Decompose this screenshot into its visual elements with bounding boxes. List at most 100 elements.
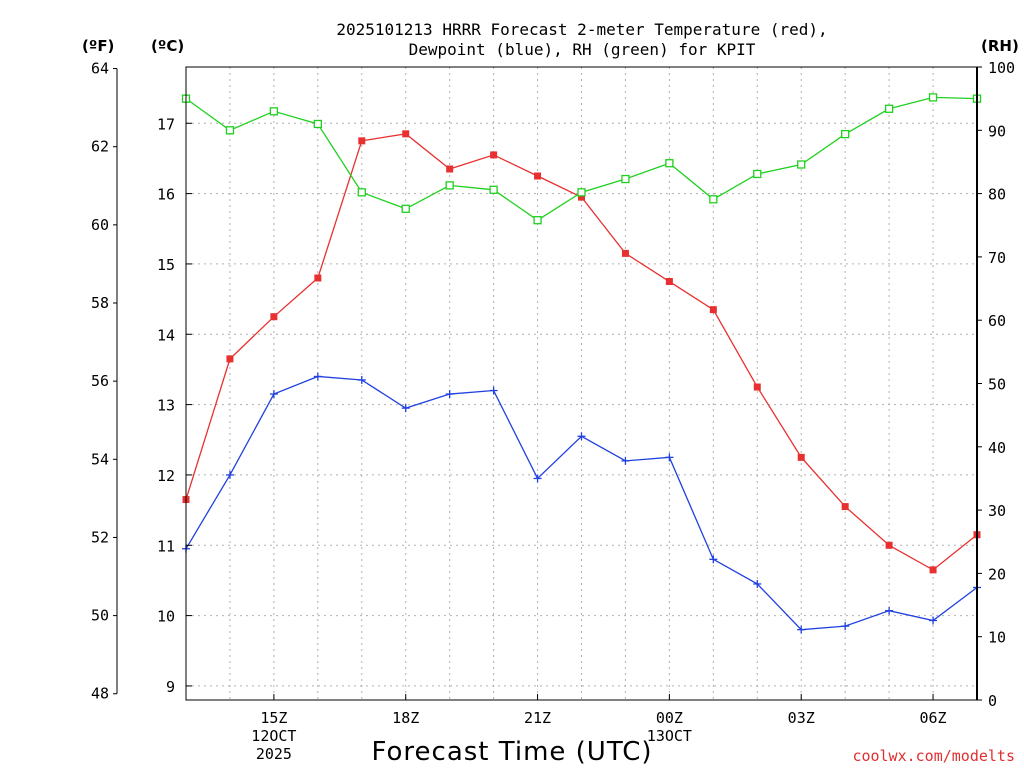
rh-point <box>533 216 542 225</box>
x-tick-date-label: 13OCT <box>647 727 692 745</box>
rh-point <box>928 93 938 102</box>
chart-title-line1: 2025101213 HRRR Forecast 2-meter Tempera… <box>336 20 827 39</box>
series-layer <box>181 93 982 634</box>
temperature-point <box>270 313 278 321</box>
temperature-point <box>929 566 937 574</box>
dewpoint-point <box>269 390 278 399</box>
chart-title-line2: Dewpoint (blue), RH (green) for KPIT <box>409 40 756 59</box>
temperature-point <box>358 137 366 145</box>
x-tick-label: 15Z <box>260 709 287 727</box>
celsius-tick-label: 13 <box>157 397 175 415</box>
celsius-tick-label: 17 <box>157 115 175 133</box>
rh-tick-label: 0 <box>988 692 997 710</box>
temperature-point <box>534 172 542 180</box>
fahrenheit-tick-label: 48 <box>91 685 109 703</box>
dewpoint-point <box>577 432 586 441</box>
dewpoint-point <box>709 555 718 564</box>
fahrenheit-tick-label: 50 <box>91 607 109 625</box>
celsius-unit-label: (ºC) <box>151 37 184 55</box>
celsius-tick-label: 15 <box>157 256 175 274</box>
plot-frame <box>185 66 978 701</box>
rh-point <box>665 159 674 168</box>
x-tick-label: 03Z <box>788 709 815 727</box>
x-axis-title: Forecast Time (UTC) <box>371 737 652 767</box>
temperature-point <box>709 306 717 314</box>
rh-point <box>269 107 279 116</box>
rh-unit-label: (RH) <box>981 37 1019 55</box>
temperature-point <box>665 278 673 286</box>
dewpoint-point <box>313 372 322 381</box>
temperature-point <box>885 541 893 549</box>
dewpoint-point <box>489 386 498 395</box>
fahrenheit-tick-label: 52 <box>91 528 109 546</box>
rh-point <box>225 126 235 135</box>
credit-text: coolwx.com/modelts <box>852 747 1015 765</box>
x-tick-label: 06Z <box>920 709 947 727</box>
x-tick-label: 00Z <box>656 709 683 727</box>
fahrenheit-tick-label: 62 <box>91 138 109 156</box>
rh-point <box>445 181 454 190</box>
rh-tick-label: 30 <box>988 502 1006 520</box>
fahrenheit-tick-label: 64 <box>91 60 109 78</box>
temperature-point <box>753 383 761 391</box>
rh-point <box>709 195 718 204</box>
dewpoint-point <box>753 579 762 588</box>
temperature-point <box>621 249 629 257</box>
celsius-tick-label: 14 <box>157 326 175 344</box>
rh-point <box>357 188 366 197</box>
rh-point <box>313 119 322 129</box>
rh-point <box>489 185 498 194</box>
fahrenheit-tick-label: 56 <box>91 372 109 390</box>
dewpoint-point <box>445 390 454 399</box>
x-tick-label: 18Z <box>392 709 419 727</box>
temperature-point <box>402 130 410 138</box>
celsius-tick-label: 10 <box>157 608 175 626</box>
axes-layer: 9 10 11 12 13 14 15 16 17 48 50 52 54 56 58 60 62 64 0 10 20… <box>91 59 1015 763</box>
temperature-point <box>446 165 454 173</box>
rh-point <box>841 129 850 139</box>
dewpoint-point <box>401 404 410 413</box>
dewpoint-point <box>225 470 234 479</box>
dewpoint-point <box>621 456 630 465</box>
rh-tick-label: 90 <box>988 122 1006 140</box>
rh-tick-label: 60 <box>988 312 1006 330</box>
x-tick-label: 21Z <box>524 709 551 727</box>
temperature-point <box>314 274 322 282</box>
rh-tick-label: 100 <box>988 59 1015 77</box>
x-tick-date-label: 12OCT <box>251 727 296 745</box>
celsius-tick-label: 9 <box>166 678 175 696</box>
x-tick-date-label: 2025 <box>256 745 292 763</box>
fahrenheit-tick-label: 54 <box>91 450 109 468</box>
rh-tick-label: 80 <box>988 186 1006 204</box>
dewpoint-point <box>841 622 850 631</box>
rh-point <box>577 188 586 197</box>
fahrenheit-tick-label: 60 <box>91 216 109 234</box>
dewpoint-point <box>885 606 894 615</box>
rh-point <box>621 174 630 184</box>
rh-tick-label: 40 <box>988 439 1006 457</box>
rh-point <box>797 160 806 169</box>
temperature-point <box>797 453 805 461</box>
rh-point <box>884 104 894 113</box>
dewpoint-point <box>797 625 806 634</box>
rh-point <box>753 169 762 179</box>
dewpoint-line <box>185 375 978 631</box>
rh-tick-label: 50 <box>988 376 1006 394</box>
temperature-point <box>841 503 849 511</box>
dewpoint-point <box>533 474 542 483</box>
celsius-tick-label: 11 <box>157 537 175 555</box>
celsius-tick-label: 12 <box>157 467 175 485</box>
celsius-tick-label: 16 <box>157 186 175 204</box>
temperature-point <box>226 355 234 363</box>
fahrenheit-unit-label: (ºF) <box>82 37 114 55</box>
temperature-point <box>578 193 585 201</box>
temperature-point <box>490 151 498 159</box>
fahrenheit-tick-label: 58 <box>91 294 109 312</box>
rh-tick-label: 70 <box>988 249 1006 267</box>
dewpoint-point <box>929 616 938 625</box>
grid-layer <box>186 67 977 700</box>
rh-tick-label: 20 <box>988 565 1006 583</box>
rh-point <box>401 204 410 213</box>
dewpoint-point <box>665 453 674 462</box>
